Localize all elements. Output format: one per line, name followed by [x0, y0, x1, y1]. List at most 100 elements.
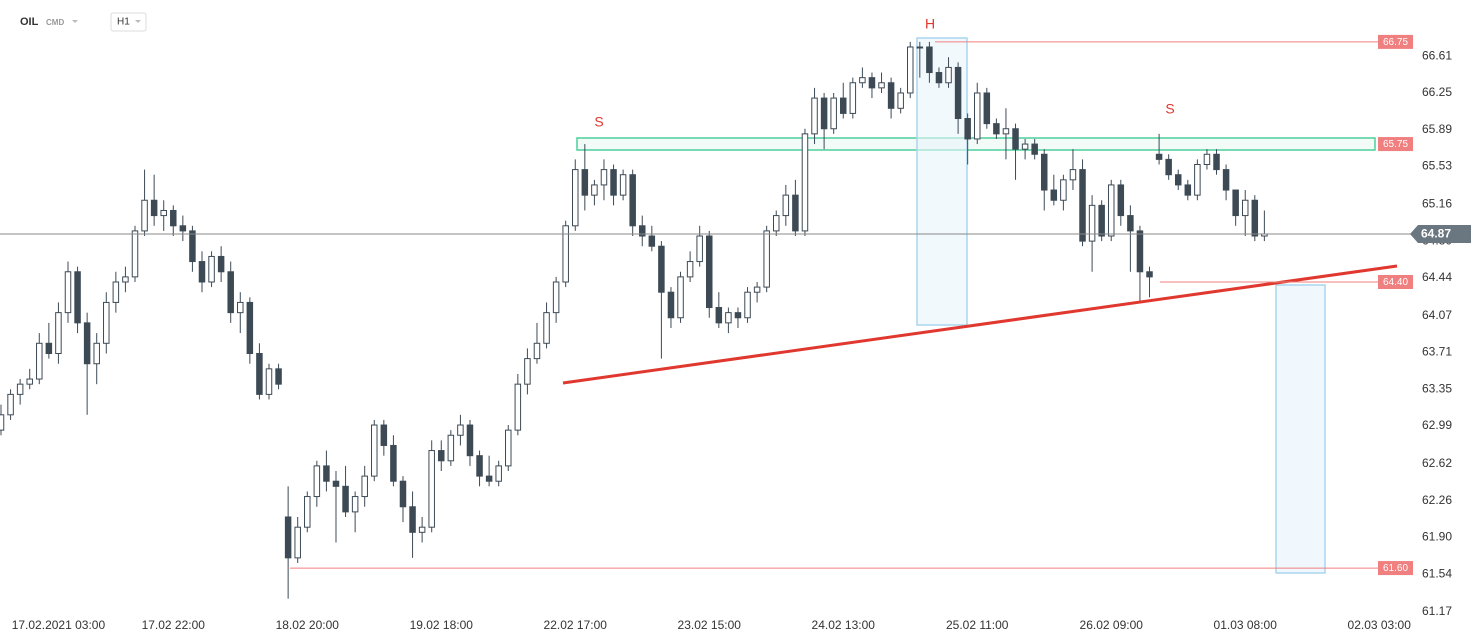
candle-body: [648, 235, 656, 247]
y-tick-label: 61.54: [1422, 566, 1452, 580]
candle-body: [16, 383, 24, 395]
level-label: 61.60: [1383, 563, 1408, 574]
candle-body: [639, 225, 646, 237]
candle-body: [677, 276, 684, 319]
y-tick-label: 63.35: [1422, 381, 1452, 395]
candle-body: [801, 133, 809, 232]
x-tick-label: 01.03 08:00: [1214, 618, 1278, 632]
candle-body: [887, 82, 895, 109]
candle-body: [973, 92, 981, 140]
candle-body: [457, 424, 464, 436]
candle-body: [1241, 199, 1249, 217]
candle-body: [897, 92, 904, 109]
symbol[interactable]: OIL: [20, 16, 39, 28]
candle-body: [438, 450, 445, 462]
interval-dropdown[interactable]: [135, 20, 141, 23]
candle-body: [390, 444, 397, 482]
candle-body: [313, 465, 321, 498]
candle-body: [916, 46, 924, 49]
y-tick-label: 61.90: [1422, 530, 1452, 544]
candle-body: [524, 358, 531, 385]
candle-body: [246, 301, 254, 355]
level-label-box: [1378, 561, 1413, 576]
candle-body: [954, 66, 962, 120]
candle-body: [227, 271, 234, 314]
candle-body: [1088, 204, 1096, 242]
candle-body: [1136, 230, 1144, 273]
candle-body: [1146, 271, 1153, 278]
candle-body: [198, 261, 206, 283]
candle-body: [304, 496, 311, 528]
candle-body: [763, 230, 770, 288]
candle-body: [428, 450, 435, 528]
candle-body: [1251, 199, 1259, 237]
candle-body: [1021, 143, 1029, 150]
candle-body: [811, 97, 818, 135]
y-tick-label: 65.16: [1422, 197, 1452, 211]
candle-body: [820, 97, 828, 130]
level-label: 66.75: [1383, 37, 1408, 48]
target-box: [1275, 284, 1326, 574]
candle-body: [64, 271, 72, 314]
candle-body: [830, 97, 837, 130]
candle-body: [1031, 143, 1038, 155]
candle-body: [1117, 184, 1125, 217]
candle-body: [26, 378, 33, 385]
interval-box[interactable]: [110, 12, 147, 32]
candle-body: [667, 291, 675, 319]
x-tick-label: 24.02 13:00: [812, 618, 876, 632]
candle-body: [1222, 169, 1230, 191]
candle-body: [45, 342, 53, 355]
annotation: H: [925, 16, 935, 32]
candle-body: [744, 291, 751, 319]
candle-body: [380, 424, 388, 446]
candle-body: [1060, 179, 1067, 201]
candle-body: [983, 92, 991, 125]
candle-body: [256, 353, 263, 395]
candle-body: [122, 276, 129, 283]
candle-body: [189, 230, 196, 263]
y-tick-label: 63.71: [1422, 345, 1452, 359]
candle-body: [926, 46, 933, 74]
candle-body: [964, 118, 971, 140]
candle-body: [706, 235, 713, 309]
candle-body: [409, 506, 416, 533]
candle-body: [1165, 158, 1172, 176]
annotation: S: [1165, 101, 1174, 117]
candle-body: [859, 77, 866, 84]
x-tick-label: 18.02 20:00: [276, 618, 340, 632]
candle-body: [935, 72, 943, 84]
candle-body: [849, 82, 857, 114]
candle-body: [562, 225, 569, 283]
candle-body: [533, 342, 541, 360]
candle-body: [361, 475, 368, 498]
annotation: S: [594, 114, 603, 130]
candle-body: [466, 424, 474, 457]
candle-body: [323, 465, 330, 482]
interval[interactable]: H1: [117, 17, 130, 28]
candle-body: [878, 82, 885, 89]
y-tick-label: 65.53: [1422, 159, 1452, 173]
candle-body: [103, 301, 110, 344]
market: CMD: [46, 18, 64, 27]
candle-body: [543, 312, 550, 344]
x-tick-label: 23.02 15:00: [678, 618, 742, 632]
x-tick-label: 17.02.2021 03:00: [12, 618, 106, 632]
level-label: 65.75: [1383, 139, 1408, 150]
candle-body: [945, 66, 952, 84]
last-price-tag: [1410, 224, 1471, 243]
candle-body: [505, 429, 512, 467]
candle-body: [83, 322, 91, 365]
last-price-label: 64.87: [1421, 227, 1451, 241]
candle-body: [696, 235, 703, 263]
candle-body: [1050, 189, 1058, 201]
candle-body: [1213, 153, 1220, 171]
symbol-dropdown[interactable]: [72, 20, 78, 23]
candle-body: [1232, 189, 1239, 217]
candle-body: [237, 301, 244, 314]
candle-body: [572, 169, 579, 227]
candle-body: [217, 255, 225, 273]
candle-body: [591, 184, 598, 196]
candle-body: [141, 199, 148, 232]
